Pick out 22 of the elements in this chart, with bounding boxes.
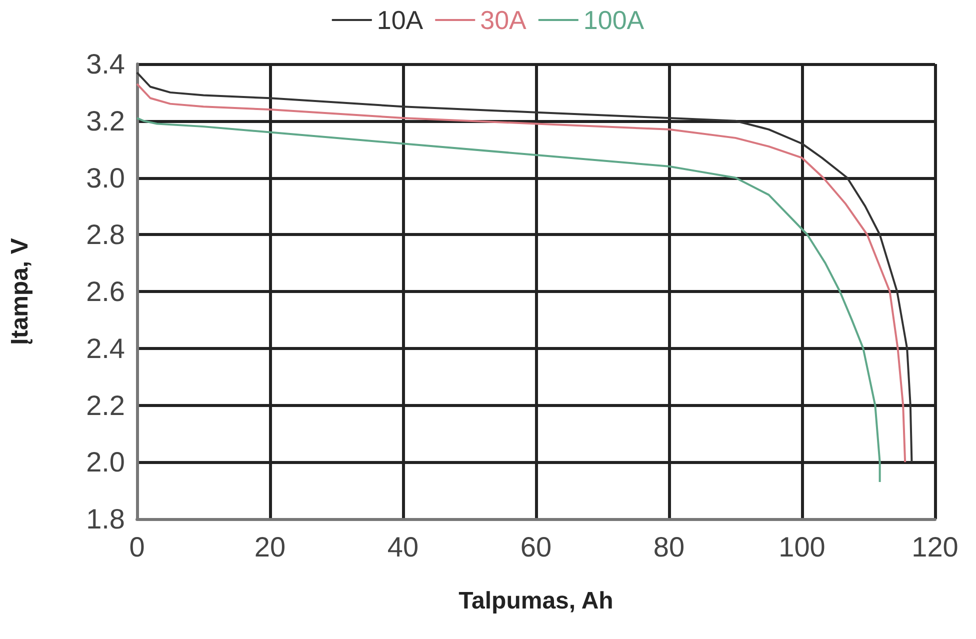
x-axis-title: Talpumas, Ah [458, 588, 614, 614]
x-tick-label: 40 [387, 532, 419, 562]
y-tick-label: 3.2 [86, 105, 125, 136]
line-series [136, 117, 881, 484]
y-tick-label: 2.2 [86, 390, 125, 421]
y-axis-title: Įtampa, V [6, 238, 34, 345]
y-tick-label: 2.8 [86, 219, 125, 250]
x-tick-label: 0 [129, 532, 145, 562]
y-tick-label: 2.0 [86, 446, 125, 478]
y-tick-label: 2.4 [86, 332, 125, 364]
legend-label: 30A [480, 5, 528, 35]
legend-label: 10A [376, 5, 424, 35]
x-tick-label: 20 [254, 532, 286, 562]
x-tick-label: 100 [778, 532, 826, 562]
x-tick-label: 120 [912, 532, 958, 562]
legend-label: 100A [583, 5, 645, 35]
x-tick-label: 80 [653, 532, 685, 562]
y-tick-label: 2.6 [86, 276, 125, 307]
x-tick-label: 60 [520, 532, 552, 562]
y-tick-label: 1.8 [86, 504, 125, 534]
y-tick-label: 3.4 [86, 48, 125, 80]
y-tick-label: 3.0 [86, 162, 125, 194]
